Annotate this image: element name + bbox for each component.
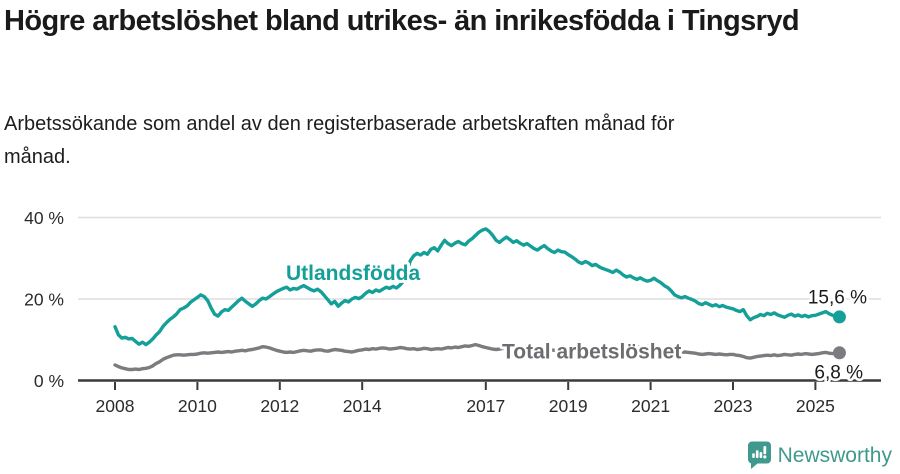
series-end-dot — [832, 310, 846, 324]
newsworthy-logo-link[interactable]: Newsworthy — [747, 441, 892, 470]
brand-name: Newsworthy — [777, 443, 892, 467]
x-tick-label: 2010 — [178, 396, 217, 416]
series-label: Utlandsfödda — [286, 262, 420, 285]
x-tick-label: 2025 — [796, 396, 835, 416]
series-line — [113, 342, 842, 372]
x-tick-label: 2021 — [631, 396, 670, 416]
series-label: Total arbetslöshet — [502, 341, 681, 364]
chart-subtitle: Arbetssökande som andel av den registerb… — [4, 113, 675, 168]
newsworthy-bubble-chart-icon — [747, 441, 771, 469]
y-tick-label: 20 % — [24, 290, 64, 310]
page-title: Högre arbetslöshet bland utrikes- än inr… — [4, 5, 800, 37]
line-chart: 0 % 20 % 40 % 2008 2010 2012 2014 2017 2019 2021 2… — [24, 208, 881, 416]
y-tick-label: 0 % — [34, 371, 64, 391]
end-value-label: 6,8 % — [814, 363, 863, 384]
x-tick-label: 2012 — [260, 396, 299, 416]
x-tick-label: 2019 — [549, 396, 588, 416]
series-end-dot — [832, 346, 846, 360]
series-line — [113, 227, 842, 347]
end-value-label: 15,6 % — [808, 288, 867, 309]
x-tick-label: 2008 — [96, 396, 135, 416]
x-tick-label: 2023 — [714, 396, 753, 416]
y-tick-label: 40 % — [24, 208, 64, 228]
x-tick-label: 2017 — [466, 396, 505, 416]
x-tick-label: 2014 — [343, 396, 382, 416]
